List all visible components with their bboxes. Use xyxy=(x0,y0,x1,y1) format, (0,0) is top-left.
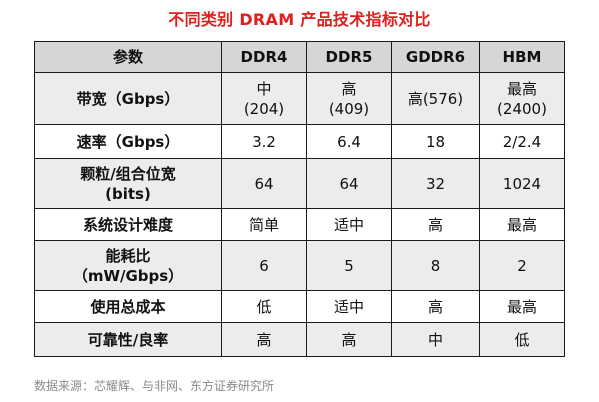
cell-text: 高 xyxy=(256,330,272,349)
table-cell: 2 xyxy=(479,240,565,291)
row-label: 能耗比 （mW/Gbps） xyxy=(34,240,222,291)
table-cell: 中 xyxy=(391,322,480,357)
cell-text: 64 xyxy=(339,174,359,193)
cell-text: 2 xyxy=(517,256,527,275)
chart-title: 不同类别 DRAM 产品技术指标对比 xyxy=(168,10,431,29)
table-cell: 高 xyxy=(391,290,480,323)
row-label-text: (bits) xyxy=(105,184,151,203)
table-cell: 高 (409) xyxy=(306,72,392,125)
header-gddr6: GDDR6 xyxy=(391,41,480,73)
dram-comparison-table: 参数 DDR4 DDR5 GDDR6 HBM 带宽（Gbps） 中 (204) … xyxy=(34,41,565,357)
cell-text: 3.2 xyxy=(252,132,276,151)
row-label: 速率（Gbps） xyxy=(34,124,222,159)
row-label-text: 系统设计难度 xyxy=(82,215,173,234)
cell-text: 高 xyxy=(427,297,443,316)
cell-text: 8 xyxy=(430,256,441,275)
table-cell: 高(576) xyxy=(391,72,480,125)
header-hbm: HBM xyxy=(479,41,565,73)
table-cell: 中 (204) xyxy=(221,72,307,125)
cell-text: 最高 xyxy=(506,79,537,98)
cell-text: 适中 xyxy=(333,215,364,234)
cell-text: 中 xyxy=(256,79,272,98)
row-label-text: 速率（Gbps） xyxy=(76,132,180,151)
cell-text: 2/2.4 xyxy=(502,132,542,151)
cell-text: 6 xyxy=(259,256,269,275)
table-cell: 适中 xyxy=(306,290,392,323)
table-cell: 最高 xyxy=(479,208,565,241)
table-cell: 高 xyxy=(221,322,307,357)
table-cell: 简单 xyxy=(221,208,307,241)
cell-text: 最高 xyxy=(506,297,537,316)
table-cell: 高 xyxy=(306,322,392,357)
row-label-text: （mW/Gbps） xyxy=(72,266,184,285)
table-cell: 适中 xyxy=(306,208,392,241)
cell-text: 高 xyxy=(341,79,357,98)
row-label: 使用总成本 xyxy=(34,290,222,323)
cell-text: 1024 xyxy=(502,174,542,193)
table-row-reliability: 可靠性/良率 高 高 中 低 xyxy=(34,322,565,357)
header-ddr4: DDR4 xyxy=(221,41,307,73)
table-row-bandwidth: 带宽（Gbps） 中 (204) 高 (409) 高(576) 最高 (2400… xyxy=(34,72,565,125)
row-label-text: 颗粒/组合位宽 xyxy=(80,164,176,183)
table-cell: 5 xyxy=(306,240,392,291)
row-label: 颗粒/组合位宽 (bits) xyxy=(34,158,222,209)
table-cell: 高 xyxy=(391,208,480,241)
cell-text: 64 xyxy=(254,174,274,193)
cell-text: 低 xyxy=(256,297,272,316)
cell-text: 高 xyxy=(427,215,443,234)
table-cell: 1024 xyxy=(479,158,565,209)
row-label-text: 带宽（Gbps） xyxy=(76,89,180,108)
cell-text: 中 xyxy=(427,330,443,349)
cell-text: (204) xyxy=(243,99,285,118)
row-label-text: 使用总成本 xyxy=(90,297,166,316)
cell-text: 低 xyxy=(514,330,530,349)
cell-text: (2400) xyxy=(497,99,547,118)
cell-text: 简单 xyxy=(248,215,279,234)
header-ddr5: DDR5 xyxy=(306,41,392,73)
row-label: 系统设计难度 xyxy=(34,208,222,241)
table-cell: 32 xyxy=(391,158,480,209)
table-row-bit-width: 颗粒/组合位宽 (bits) 64 64 32 1024 xyxy=(34,158,565,209)
table-row-rate: 速率（Gbps） 3.2 6.4 18 2/2.4 xyxy=(34,124,565,159)
row-label-text: 能耗比 xyxy=(105,246,151,265)
cell-text: 高 xyxy=(341,330,357,349)
table-cell: 低 xyxy=(479,322,565,357)
table-row-design-difficulty: 系统设计难度 简单 适中 高 最高 xyxy=(34,208,565,241)
cell-text: 5 xyxy=(344,256,354,275)
cell-text: 32 xyxy=(425,174,446,193)
cell-text: 高(576) xyxy=(407,89,464,108)
table-cell: 6 xyxy=(221,240,307,291)
cell-text: 18 xyxy=(425,132,446,151)
table-cell: 64 xyxy=(306,158,392,209)
row-label: 带宽（Gbps） xyxy=(34,72,222,125)
data-source-note: 数据来源：芯耀辉、与非网、东方证券研究所 xyxy=(34,379,275,393)
cell-text: 6.4 xyxy=(337,132,361,151)
table-cell: 最高 (2400) xyxy=(479,72,565,125)
table-cell: 低 xyxy=(221,290,307,323)
table-cell: 8 xyxy=(391,240,480,291)
cell-text: 最高 xyxy=(506,215,537,234)
table-header-row: 参数 DDR4 DDR5 GDDR6 HBM xyxy=(34,41,565,73)
header-param: 参数 xyxy=(34,41,222,73)
table-cell: 18 xyxy=(391,124,480,159)
table-cell: 6.4 xyxy=(306,124,392,159)
table-cell: 3.2 xyxy=(221,124,307,159)
table-cell: 2/2.4 xyxy=(479,124,565,159)
cell-text: 适中 xyxy=(333,297,364,316)
row-label: 可靠性/良率 xyxy=(34,322,222,357)
table-cell: 64 xyxy=(221,158,307,209)
row-label-text: 可靠性/良率 xyxy=(87,330,169,349)
table-row-energy-ratio: 能耗比 （mW/Gbps） 6 5 8 2 xyxy=(34,240,565,291)
cell-text: (409) xyxy=(328,99,370,118)
table-row-total-cost: 使用总成本 低 适中 高 最高 xyxy=(34,290,565,323)
table-cell: 最高 xyxy=(479,290,565,323)
